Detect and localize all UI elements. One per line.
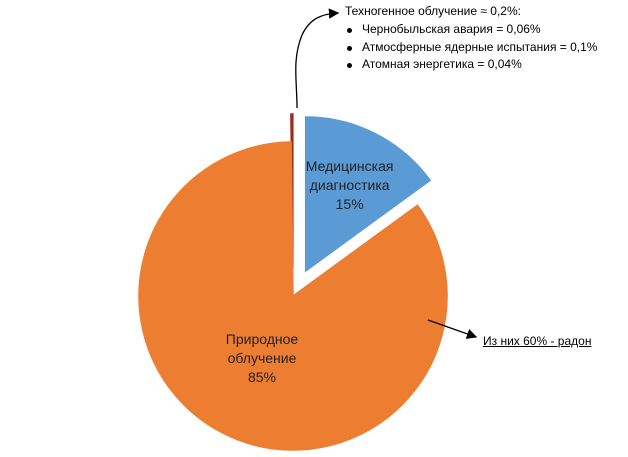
annotation: Из них 60% - радон [483, 334, 592, 348]
annotation-item: Атмосферные ядерные испытания = 0,1% [345, 39, 597, 57]
annotation-item: Чернобыльская авария = 0,06% [345, 21, 597, 39]
pie-slice [138, 141, 448, 451]
callout-arrow [295, 8, 340, 109]
slice-name: Медицинская диагностика [305, 157, 394, 193]
annotation-list: Чернобыльская авария = 0,06% Атмосферные … [345, 21, 597, 74]
slice-label: Медицинская диагностика 15% [295, 157, 405, 214]
annotation: Техногенное облучение ≈ 0,2%: [345, 4, 521, 18]
annotation-item: Атомная энергетика = 0,04% [345, 56, 597, 74]
pie-slice [290, 113, 294, 269]
slice-value: 85% [247, 368, 276, 385]
pie-slice [304, 116, 432, 273]
slice-value: 15% [335, 195, 364, 212]
callout-arrow [427, 319, 478, 339]
slice-name: Природное облучение [225, 330, 299, 366]
slice-label: Природное облучение 85% [207, 330, 317, 387]
